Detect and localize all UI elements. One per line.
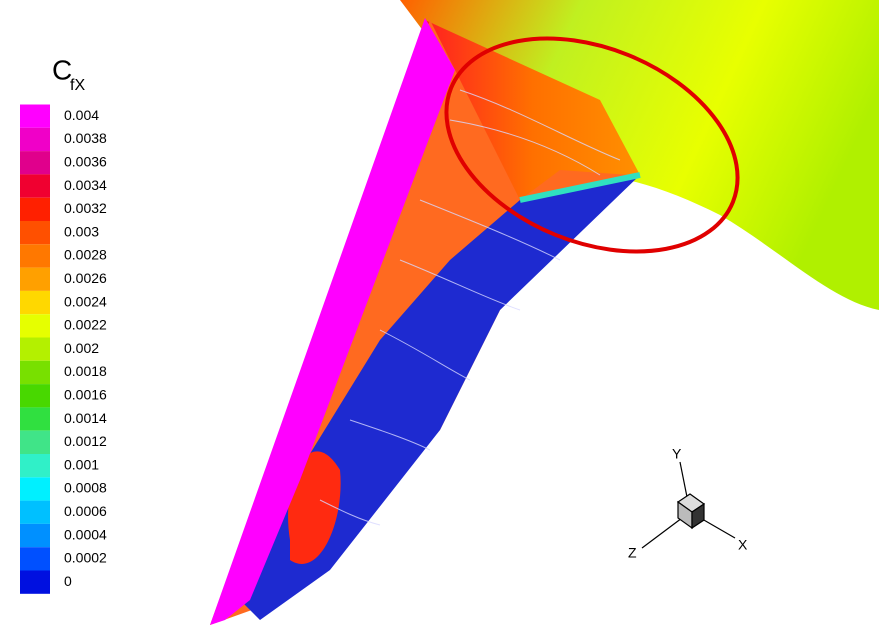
legend-label: 0.002	[64, 340, 99, 356]
legend-label: 0.0002	[64, 550, 107, 566]
legend-swatch	[20, 431, 50, 454]
legend-swatch	[20, 268, 50, 291]
legend-label: 0.0032	[64, 200, 107, 216]
axis-triad	[642, 462, 735, 548]
legend-swatch	[20, 314, 50, 337]
legend-swatch	[20, 105, 50, 128]
legend-label: 0.0038	[64, 130, 107, 146]
legend-label: 0.0004	[64, 526, 107, 542]
legend-label: 0.0026	[64, 270, 107, 286]
legend-swatch	[20, 198, 50, 221]
axis-label: Z	[628, 545, 637, 561]
legend-label: 0.0024	[64, 293, 107, 309]
legend-swatch	[20, 361, 50, 384]
legend-label: 0.0012	[64, 433, 107, 449]
legend-swatch	[20, 221, 50, 244]
legend-label: 0.0014	[64, 410, 107, 426]
legend-label: 0.0006	[64, 503, 107, 519]
legend-label: 0.003	[64, 223, 99, 239]
axis-label: X	[738, 537, 748, 553]
aircraft-surface	[210, 0, 879, 625]
legend-label: 0.0016	[64, 386, 107, 402]
legend-label: 0.0028	[64, 247, 107, 263]
legend-label: 0.004	[64, 107, 99, 123]
legend-label: 0.0018	[64, 363, 107, 379]
legend-swatch	[20, 477, 50, 500]
visualization: Y X Z C fX 0.0040.00380.00360.00340.0032…	[0, 0, 879, 643]
color-legend: C fX 0.0040.00380.00360.00340.00320.0030…	[20, 54, 107, 593]
legend-subscript: fX	[70, 77, 85, 94]
legend-swatch	[20, 501, 50, 524]
legend-swatch	[20, 547, 50, 570]
legend-swatch	[20, 407, 50, 430]
legend-swatch	[20, 338, 50, 361]
legend-swatch	[20, 524, 50, 547]
legend-swatch	[20, 291, 50, 314]
legend-swatch	[20, 151, 50, 174]
axis-label: Y	[672, 446, 682, 462]
legend-swatch	[20, 384, 50, 407]
legend-swatch	[20, 571, 50, 594]
legend-swatch	[20, 174, 50, 197]
legend-swatch	[20, 454, 50, 477]
legend-label: 0.0022	[64, 317, 107, 333]
legend-label: 0	[64, 573, 72, 589]
legend-swatch	[20, 128, 50, 151]
legend-label: 0.0036	[64, 153, 107, 169]
legend-label: 0.0034	[64, 177, 107, 193]
legend-swatch	[20, 244, 50, 267]
legend-label: 0.0008	[64, 480, 107, 496]
legend-label: 0.001	[64, 456, 99, 472]
